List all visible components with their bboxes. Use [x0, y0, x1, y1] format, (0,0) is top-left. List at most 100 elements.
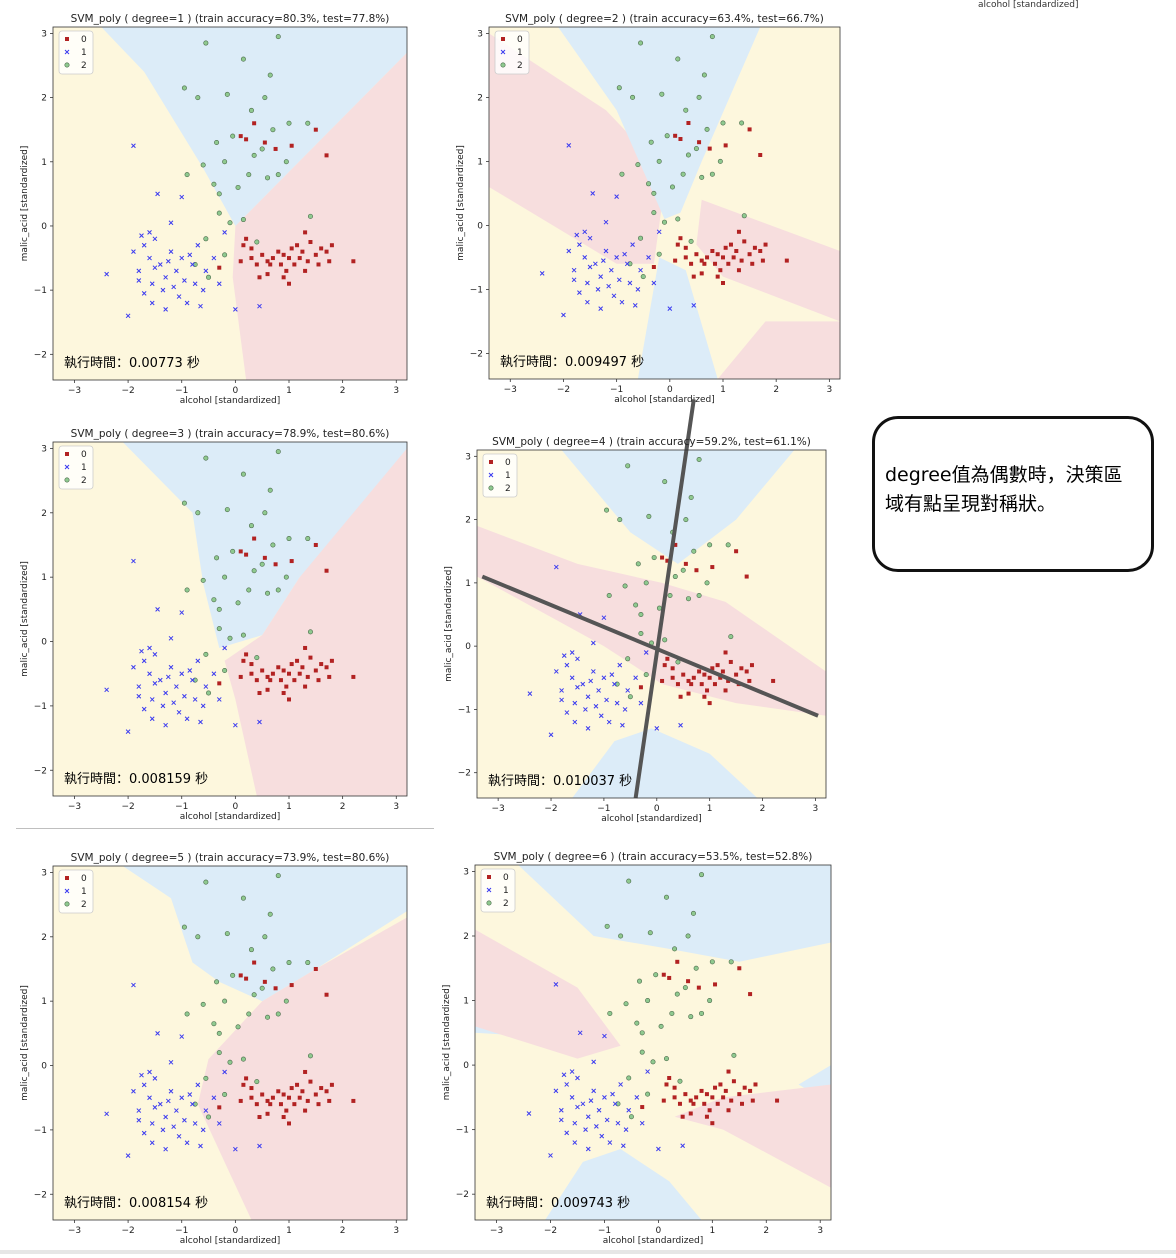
point-class-1 [168, 249, 174, 254]
divider-line [16, 828, 434, 829]
point-class-0 [268, 1102, 273, 1107]
point-class-0 [710, 249, 715, 253]
legend-marker-class-0 [501, 37, 505, 41]
runtime-label: 執行時間：0.00773 秒 [64, 355, 200, 371]
point-class-1 [179, 671, 185, 677]
point-class-0 [713, 1085, 718, 1090]
bottom-border [0, 1250, 1176, 1254]
point-class-1 [222, 1069, 227, 1075]
y-tick-label: 0 [41, 638, 47, 648]
point-class-2 [203, 879, 209, 885]
point-class-1 [577, 242, 582, 247]
point-class-1 [233, 722, 238, 728]
point-class-0 [686, 691, 691, 696]
point-class-1 [611, 293, 617, 299]
y-tick-label: 1 [41, 158, 47, 168]
chart-panel-3: −3 −2 −1 0 1 2 3 −2 −1 0 1 2 3 SVM_poly ( degree=3 ) … [20, 428, 408, 822]
point-class-2 [635, 162, 641, 168]
point-class-2 [720, 120, 726, 126]
point-class-1 [585, 1146, 591, 1152]
point-class-0 [241, 1082, 246, 1087]
point-class-1 [141, 1082, 147, 1088]
point-class-1 [149, 1140, 155, 1146]
point-class-1 [634, 1095, 640, 1100]
x-tick-label: 3 [393, 1226, 399, 1236]
point-class-0 [651, 265, 656, 269]
point-class-0 [667, 1076, 672, 1080]
point-class-2 [704, 126, 710, 132]
decision-region-class2 [637, 257, 718, 379]
point-class-1 [149, 281, 155, 287]
point-class-0 [289, 559, 294, 564]
point-class-0 [750, 1098, 755, 1103]
x-tick-label: −1 [597, 804, 610, 814]
point-class-2 [690, 910, 696, 916]
point-class-0 [292, 678, 297, 683]
point-class-0 [287, 671, 291, 676]
point-class-2 [672, 574, 678, 580]
legend-label: 0 [81, 450, 87, 460]
legend-label: 1 [505, 471, 511, 481]
point-class-2 [248, 107, 254, 113]
point-class-0 [675, 682, 680, 687]
point-class-0 [217, 681, 222, 686]
point-class-0 [704, 1114, 709, 1119]
point-class-0 [713, 982, 718, 987]
x-tick-label: −1 [175, 386, 188, 396]
y-tick-label: −2 [470, 349, 483, 359]
point-class-0 [726, 1108, 731, 1113]
point-class-2 [680, 171, 686, 177]
y-tick-label: −2 [34, 350, 47, 360]
point-class-2 [623, 1001, 629, 1007]
point-class-2 [203, 236, 209, 242]
point-class-1 [602, 1033, 607, 1039]
point-class-1 [619, 299, 625, 305]
point-class-2 [675, 56, 681, 62]
point-class-0 [697, 140, 702, 145]
point-class-1 [625, 688, 631, 693]
x-tick-label: 3 [817, 1226, 823, 1236]
legend-box [58, 30, 94, 75]
point-class-2 [688, 238, 694, 244]
legend: 0 1 2 [482, 453, 518, 498]
point-class-1 [211, 255, 217, 261]
point-class-2 [640, 274, 646, 280]
legend-marker-class-2 [64, 62, 70, 68]
point-class-0 [305, 1098, 310, 1103]
point-class-2 [275, 1011, 281, 1017]
point-class-2 [195, 95, 201, 101]
point-class-0 [270, 1095, 275, 1100]
point-class-1 [152, 681, 158, 686]
y-tick-label: 1 [477, 157, 483, 167]
point-class-1 [561, 653, 567, 658]
point-class-1 [678, 722, 683, 728]
point-class-0 [281, 1115, 286, 1120]
legend-label: 0 [503, 873, 509, 883]
point-class-1 [600, 258, 606, 263]
point-class-2 [741, 213, 747, 219]
point-class-2 [283, 574, 289, 580]
y-tick-label: −1 [34, 702, 47, 712]
point-class-1 [182, 1117, 187, 1123]
point-class-0 [713, 261, 718, 266]
point-class-1 [539, 271, 545, 276]
point-class-0 [694, 1095, 699, 1100]
decision-region-class0 [477, 525, 826, 716]
point-class-2 [662, 479, 668, 485]
point-class-2 [200, 162, 206, 168]
point-class-1 [622, 707, 628, 712]
point-class-2 [230, 133, 236, 139]
point-class-2 [675, 216, 681, 222]
point-class-1 [608, 267, 614, 273]
point-class-1 [599, 1133, 605, 1139]
point-class-1 [583, 1127, 588, 1132]
x-tick-label: 3 [813, 804, 819, 814]
point-class-1 [580, 681, 586, 687]
point-class-0 [257, 1115, 262, 1120]
point-class-2 [267, 72, 273, 78]
point-class-1 [174, 268, 179, 274]
point-class-1 [553, 564, 559, 570]
y-tick-label: −2 [34, 1190, 47, 1200]
point-class-1 [163, 722, 168, 728]
